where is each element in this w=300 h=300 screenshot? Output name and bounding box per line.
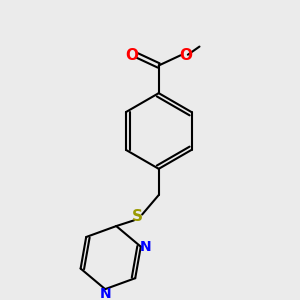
Text: O: O xyxy=(125,48,138,63)
Text: N: N xyxy=(99,286,111,300)
Text: O: O xyxy=(179,48,192,63)
Text: S: S xyxy=(131,209,142,224)
Text: N: N xyxy=(139,240,151,254)
